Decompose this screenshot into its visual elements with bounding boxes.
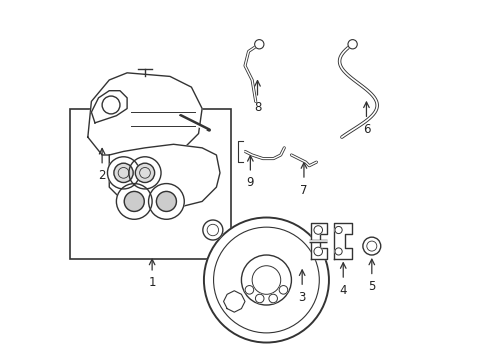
Circle shape — [245, 285, 254, 294]
Text: 5: 5 — [368, 280, 375, 293]
Circle shape — [242, 255, 292, 305]
Circle shape — [314, 247, 322, 256]
Circle shape — [107, 157, 140, 189]
Polygon shape — [223, 291, 245, 312]
Circle shape — [102, 96, 120, 114]
Circle shape — [117, 184, 152, 219]
Text: 6: 6 — [363, 123, 370, 136]
Circle shape — [203, 220, 223, 240]
Polygon shape — [238, 141, 243, 162]
Bar — [70, 109, 231, 258]
Text: 8: 8 — [254, 102, 261, 114]
Circle shape — [279, 285, 288, 294]
Circle shape — [148, 184, 184, 219]
Text: 4: 4 — [340, 284, 347, 297]
Text: 3: 3 — [298, 291, 306, 304]
Polygon shape — [109, 144, 220, 208]
Circle shape — [114, 163, 133, 183]
Circle shape — [314, 226, 322, 234]
Polygon shape — [334, 223, 352, 258]
Text: 9: 9 — [246, 176, 254, 189]
Polygon shape — [92, 91, 127, 123]
Circle shape — [335, 226, 342, 234]
Polygon shape — [88, 73, 202, 155]
Polygon shape — [311, 223, 327, 258]
Circle shape — [363, 237, 381, 255]
Circle shape — [204, 217, 329, 342]
Circle shape — [255, 40, 264, 49]
Circle shape — [135, 163, 155, 183]
Text: 2: 2 — [98, 169, 106, 182]
Circle shape — [156, 192, 176, 211]
Text: 7: 7 — [300, 184, 308, 197]
Circle shape — [335, 248, 342, 255]
Circle shape — [129, 157, 161, 189]
Circle shape — [124, 192, 144, 211]
Circle shape — [269, 294, 277, 303]
Text: 1: 1 — [148, 276, 156, 289]
Circle shape — [348, 40, 357, 49]
Circle shape — [255, 294, 264, 303]
